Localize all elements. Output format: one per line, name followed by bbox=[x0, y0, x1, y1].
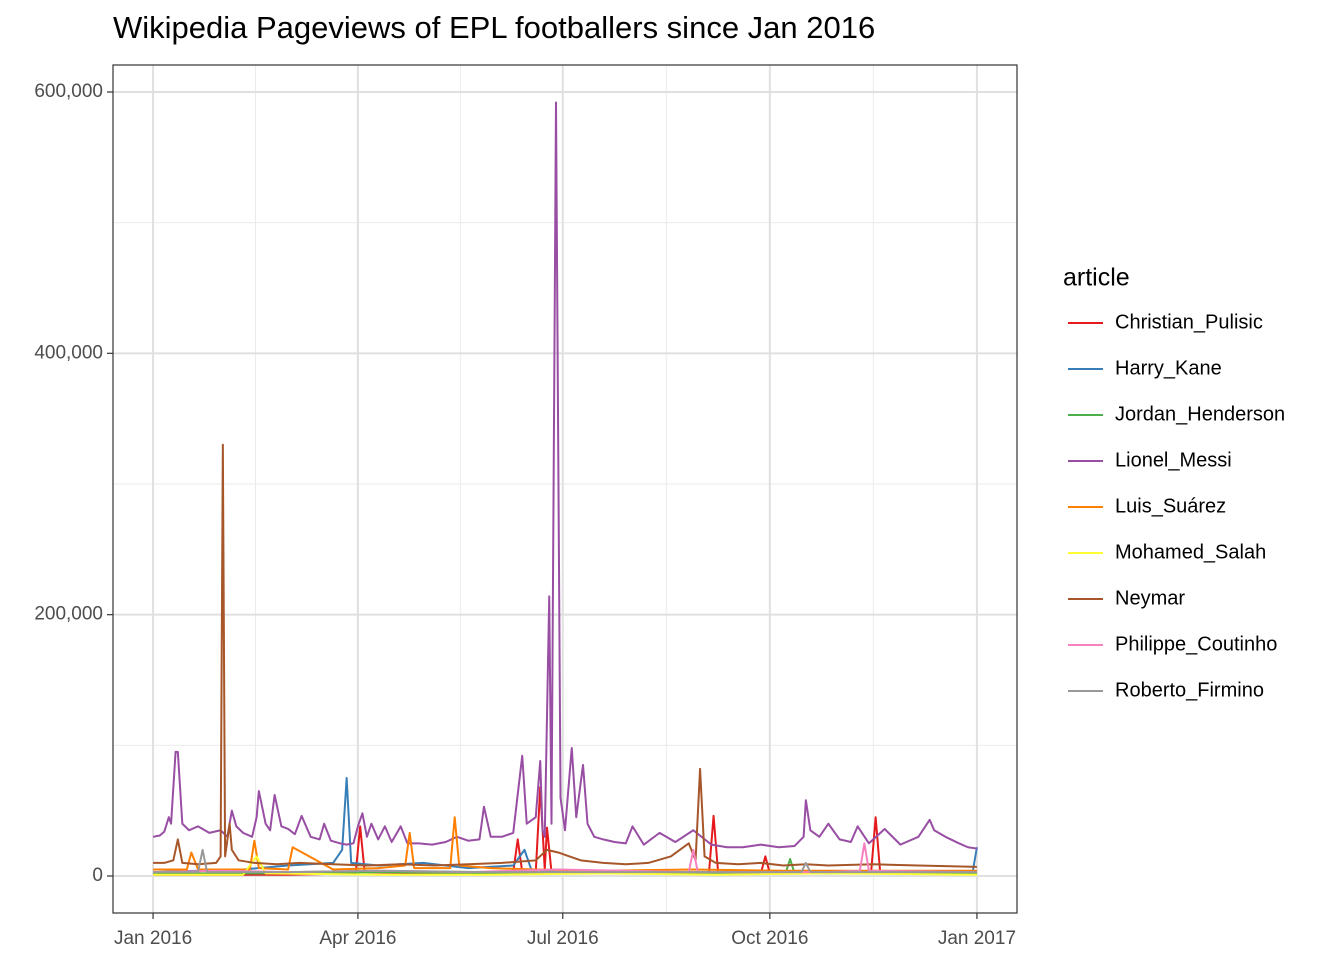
x-tick-label: Jan 2016 bbox=[114, 928, 192, 949]
legend: Christian_Pulisic Harry_Kane Jordan_Hender… bbox=[1068, 311, 1285, 701]
legend-label: Philippe_Coutinho bbox=[1115, 633, 1277, 655]
lines bbox=[152, 101, 978, 876]
y-tick-label: 0 bbox=[92, 865, 103, 886]
x-tick-label: Apr 2016 bbox=[319, 928, 396, 949]
legend-label: Mohamed_Salah bbox=[1115, 541, 1266, 563]
legend-label: Christian_Pulisic bbox=[1115, 311, 1263, 333]
x-tick-label: Oct 2016 bbox=[731, 928, 808, 949]
legend-title: article bbox=[1063, 264, 1130, 292]
legend-label: Neymar bbox=[1115, 587, 1185, 609]
series-line bbox=[152, 101, 978, 850]
legend-label: Lionel_Messi bbox=[1115, 449, 1232, 471]
series-line bbox=[153, 855, 977, 876]
y-tick-label: 600,000 bbox=[34, 81, 103, 102]
x-tick-label: Jul 2016 bbox=[527, 928, 599, 949]
legend-label: Harry_Kane bbox=[1115, 357, 1222, 379]
x-tick-label: Jan 2017 bbox=[938, 928, 1016, 949]
panel-border bbox=[112, 64, 1018, 914]
grid bbox=[113, 65, 1017, 913]
y-tick-label: 200,000 bbox=[34, 604, 103, 625]
y-tick-label: 400,000 bbox=[34, 342, 103, 363]
legend-label: Luis_Suárez bbox=[1115, 495, 1226, 517]
series-line bbox=[153, 848, 977, 874]
axes: 0 200,000 400,000 600,000 Jan 2016 Apr 2016 Ju… bbox=[34, 81, 1016, 949]
series-line bbox=[153, 443, 977, 868]
legend-label: Roberto_Firmino bbox=[1115, 679, 1264, 701]
legend-label: Jordan_Henderson bbox=[1115, 403, 1285, 425]
chart-title: Wikipedia Pageviews of EPL footballers s… bbox=[113, 10, 875, 45]
